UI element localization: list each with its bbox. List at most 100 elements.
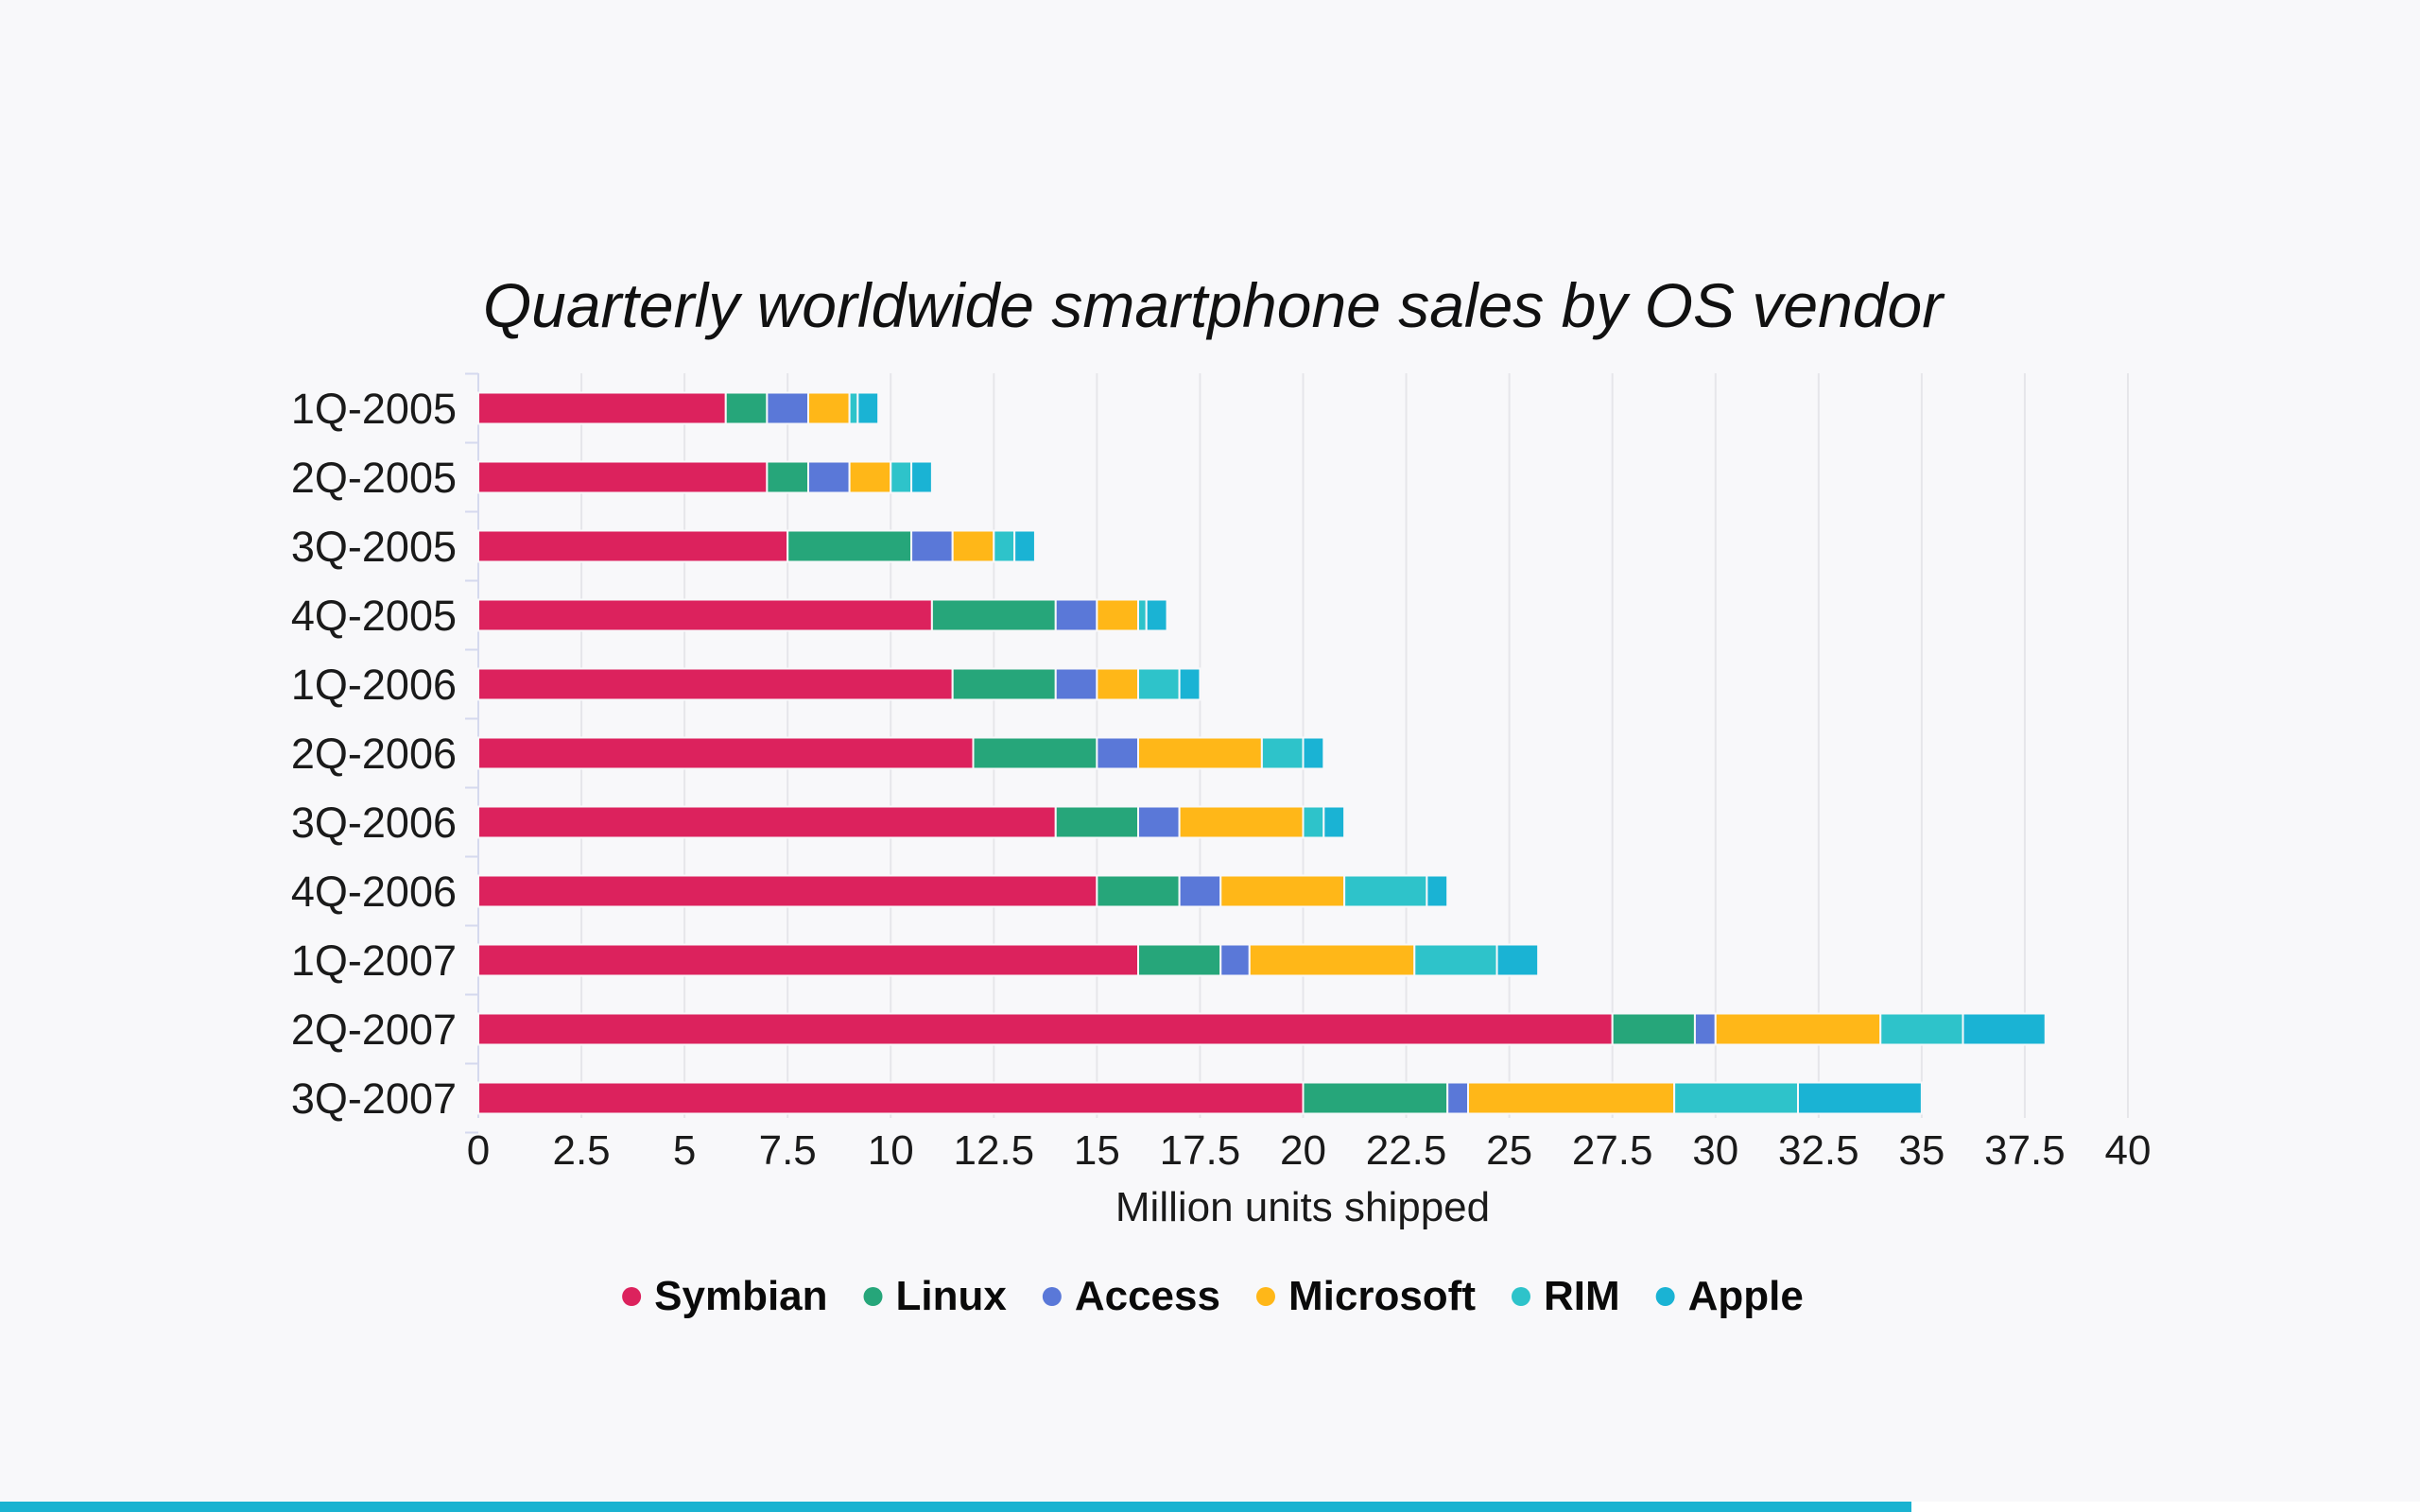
- y-category-label: 1Q-2006: [291, 661, 457, 709]
- bar-segment-access: [1178, 874, 1222, 908]
- bar-segment-apple: [1495, 943, 1540, 977]
- bar-group-1Q-2005: [477, 391, 880, 425]
- bar-segment-access: [1054, 598, 1098, 632]
- bar-segment-symbian: [477, 943, 1139, 977]
- bar-segment-rim: [1879, 1012, 1964, 1046]
- legend: Symbian Linux Access Microsoft RIM Apple: [622, 1273, 1804, 1319]
- legend-dot-icon: [622, 1287, 642, 1306]
- bar-segment-microsoft: [1137, 736, 1263, 770]
- bar-segment-microsoft: [1096, 667, 1139, 701]
- legend-label: Microsoft: [1288, 1273, 1476, 1319]
- bar-segment-linux: [1302, 1081, 1449, 1115]
- x-axis-title: Million units shipped: [1115, 1184, 1490, 1230]
- bar-segment-symbian: [477, 529, 789, 563]
- bar-segment-access: [807, 460, 851, 494]
- page-progress-track: [0, 1502, 2420, 1512]
- legend-dot-icon: [1042, 1287, 1062, 1306]
- bar-segment-symbian: [477, 391, 727, 425]
- bar-segment-rim: [1137, 667, 1181, 701]
- y-category-label: 3Q-2005: [291, 523, 457, 571]
- x-tick-label: 35: [1898, 1127, 1945, 1174]
- bar-group-2Q-2005: [477, 460, 933, 494]
- x-tick-label: 32.5: [1778, 1127, 1859, 1174]
- legend-dot-icon: [1655, 1287, 1675, 1306]
- legend-item-rim: RIM: [1511, 1273, 1620, 1319]
- bar-segment-apple: [1145, 598, 1168, 632]
- bar-segment-access: [1137, 805, 1181, 839]
- bar-segment-apple: [1322, 805, 1346, 839]
- legend-label: Symbian: [654, 1273, 827, 1319]
- bar-segment-linux: [724, 391, 769, 425]
- bar-segment-microsoft: [1219, 874, 1346, 908]
- bar-segment-linux: [1137, 943, 1222, 977]
- bar-segment-rim: [1302, 805, 1325, 839]
- bar-group-1Q-2007: [477, 943, 1540, 977]
- x-tick-label: 7.5: [759, 1127, 817, 1174]
- bar-segment-apple: [1013, 529, 1036, 563]
- y-category-label: 4Q-2005: [291, 592, 457, 640]
- bar-segment-microsoft: [1714, 1012, 1882, 1046]
- bar-group-3Q-2007: [477, 1081, 1923, 1115]
- bar-group-3Q-2006: [477, 805, 1346, 839]
- bar-segment-apple: [856, 391, 880, 425]
- bar-segment-linux: [951, 667, 1057, 701]
- legend-dot-icon: [863, 1287, 883, 1306]
- bar-segment-rim: [1137, 598, 1148, 632]
- y-category-labels: 1Q-2005 2Q-2005 3Q-2005 4Q-2005 1Q-2006 2Q-20…: [291, 385, 457, 1123]
- y-category-label: 3Q-2007: [291, 1074, 457, 1123]
- page-progress-fill: [0, 1502, 1912, 1512]
- legend-item-microsoft: Microsoft: [1255, 1273, 1476, 1319]
- bar-segment-symbian: [477, 874, 1098, 908]
- x-tick-label: 0: [467, 1127, 490, 1174]
- bar-segment-microsoft: [848, 460, 892, 494]
- bars: [477, 391, 2047, 1115]
- bar-segment-apple: [1426, 874, 1449, 908]
- bar-segment-linux: [972, 736, 1098, 770]
- bar-segment-microsoft: [1467, 1081, 1676, 1115]
- legend-label: Access: [1075, 1273, 1220, 1319]
- bar-group-4Q-2006: [477, 874, 1449, 908]
- bar-group-4Q-2005: [477, 598, 1168, 632]
- y-category-label: 2Q-2007: [291, 1005, 457, 1054]
- bar-segment-symbian: [477, 805, 1057, 839]
- legend-item-access: Access: [1042, 1273, 1220, 1319]
- bar-group-1Q-2006: [477, 667, 1201, 701]
- y-category-label: 3Q-2006: [291, 799, 457, 847]
- bar-segment-apple: [1962, 1012, 2047, 1046]
- bar-segment-microsoft: [1096, 598, 1139, 632]
- legend-item-linux: Linux: [863, 1273, 1008, 1319]
- y-category-label: 1Q-2005: [291, 385, 457, 433]
- bar-segment-access: [1693, 1012, 1717, 1046]
- x-tick-label: 30: [1692, 1127, 1738, 1174]
- y-category-label: 4Q-2006: [291, 868, 457, 916]
- bar-segment-rim: [1260, 736, 1305, 770]
- bar-group-2Q-2007: [477, 1012, 2047, 1046]
- bar-segment-rim: [1343, 874, 1428, 908]
- bar-group-2Q-2006: [477, 736, 1325, 770]
- bar-segment-linux: [1096, 874, 1181, 908]
- bar-segment-linux: [1054, 805, 1139, 839]
- bar-segment-apple: [1178, 667, 1201, 701]
- legend-dot-icon: [1255, 1287, 1275, 1306]
- x-tick-label: 40: [2105, 1127, 2152, 1174]
- bar-segment-symbian: [477, 736, 975, 770]
- bar-segment-microsoft: [951, 529, 995, 563]
- bar-segment-microsoft: [1178, 805, 1305, 839]
- bar-segment-access: [1054, 667, 1098, 701]
- x-tick-label: 10: [868, 1127, 914, 1174]
- bar-segment-access: [910, 529, 954, 563]
- bar-segment-symbian: [477, 598, 933, 632]
- bar-segment-symbian: [477, 460, 769, 494]
- legend-label: Apple: [1688, 1273, 1804, 1319]
- bar-segment-rim: [890, 460, 913, 494]
- bar-segment-apple: [1302, 736, 1325, 770]
- bar-segment-rim: [993, 529, 1016, 563]
- legend-dot-icon: [1511, 1287, 1530, 1306]
- bar-segment-linux: [1611, 1012, 1696, 1046]
- legend-label: Linux: [896, 1273, 1008, 1319]
- legend-item-symbian: Symbian: [622, 1273, 828, 1319]
- bar-segment-symbian: [477, 1012, 1614, 1046]
- bar-segment-apple: [910, 460, 933, 494]
- bar-segment-linux: [766, 460, 809, 494]
